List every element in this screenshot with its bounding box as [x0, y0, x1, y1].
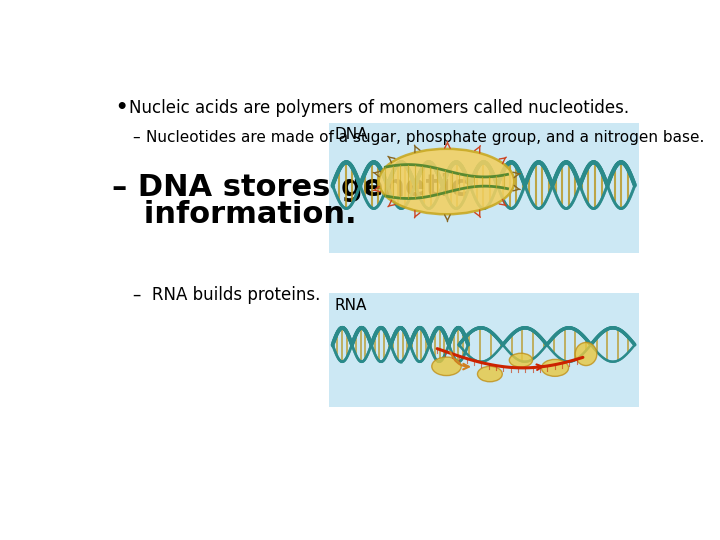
Ellipse shape	[575, 342, 597, 366]
Ellipse shape	[432, 357, 462, 376]
Ellipse shape	[541, 360, 569, 376]
Text: •: •	[114, 98, 127, 117]
Text: – DNA stores genetic: – DNA stores genetic	[112, 173, 469, 201]
FancyBboxPatch shape	[329, 123, 639, 253]
Text: information.: information.	[112, 200, 356, 228]
Text: –  RNA builds proteins.: – RNA builds proteins.	[132, 286, 320, 304]
Ellipse shape	[509, 353, 533, 367]
Text: Nucleotides are made of a sugar, phosphate group, and a nitrogen base.: Nucleotides are made of a sugar, phospha…	[145, 130, 704, 145]
Ellipse shape	[379, 149, 514, 214]
Text: RNA: RNA	[335, 298, 367, 313]
Text: Nucleic acids are polymers of monomers called nucleotides.: Nucleic acids are polymers of monomers c…	[129, 99, 629, 117]
Ellipse shape	[477, 366, 503, 382]
Text: DNA: DNA	[335, 127, 369, 142]
FancyBboxPatch shape	[329, 294, 639, 408]
Text: –: –	[132, 130, 140, 145]
